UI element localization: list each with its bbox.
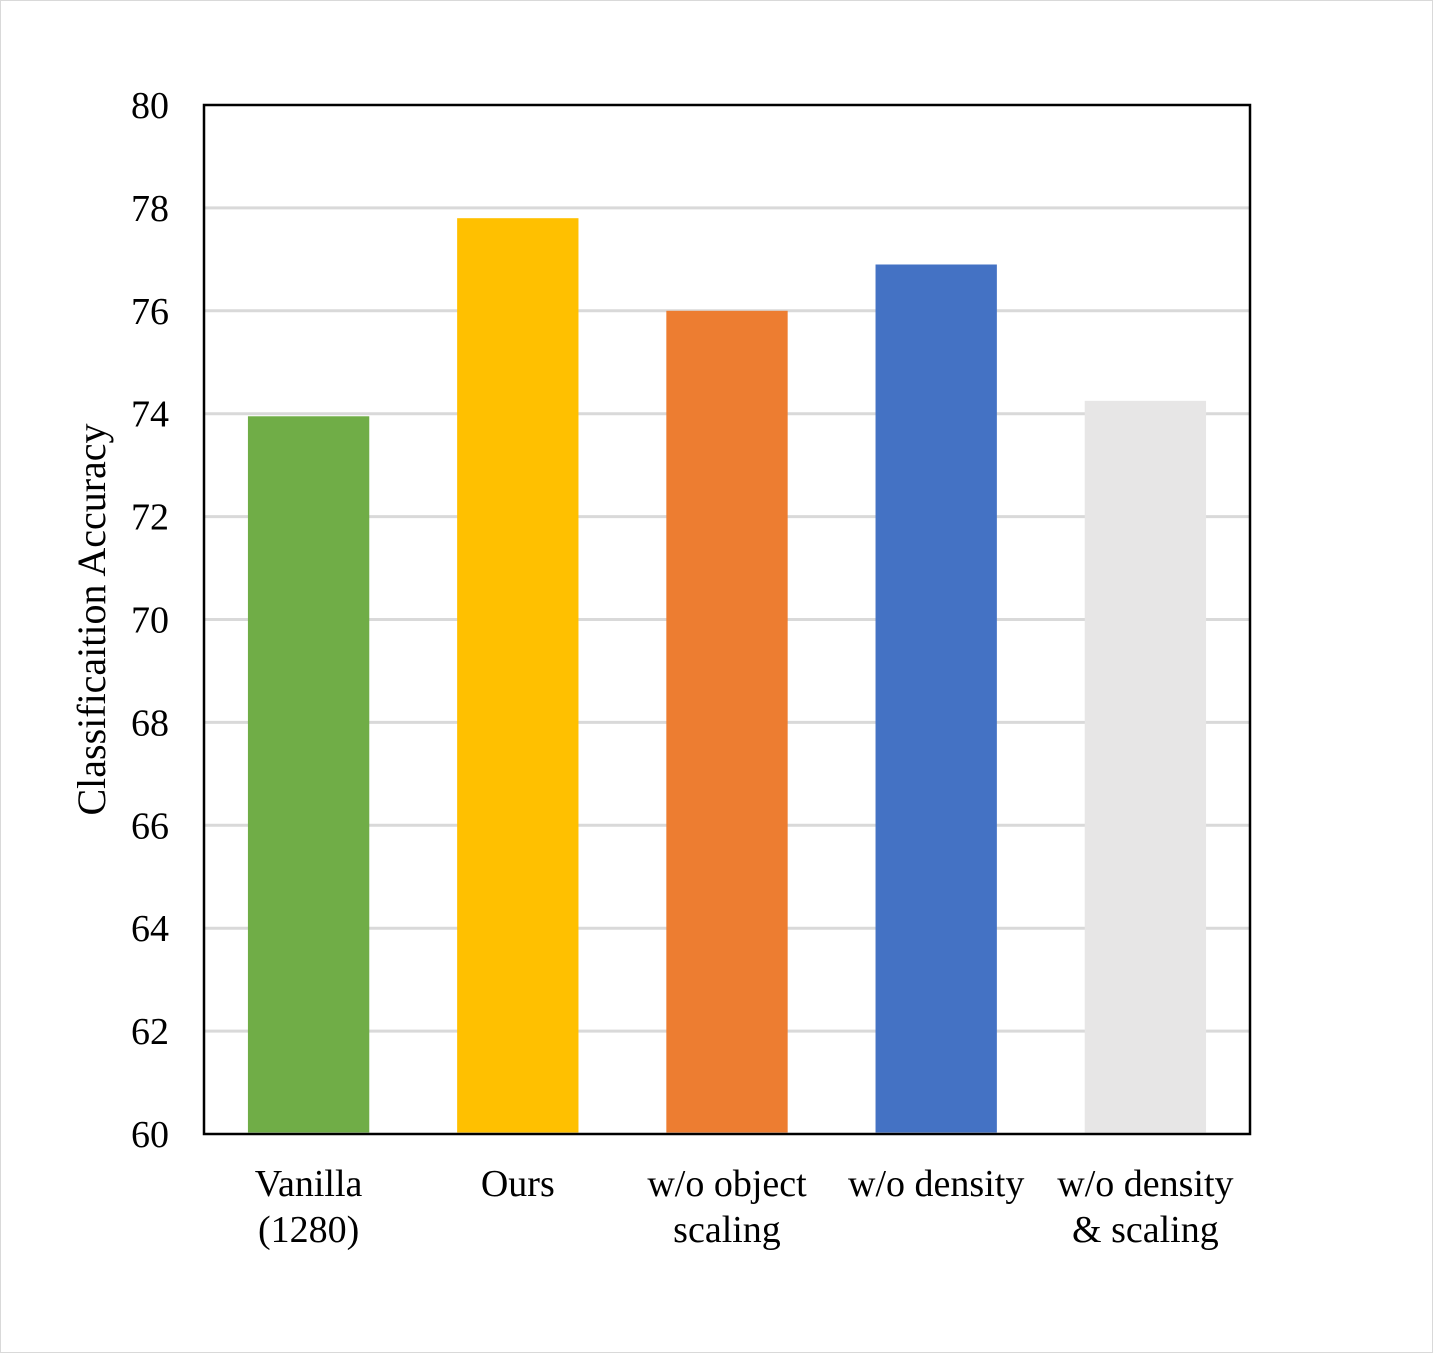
bar bbox=[457, 218, 579, 1133]
x-tick-label: Vanilla (1280) bbox=[255, 1163, 363, 1251]
y-tick-label: 68 bbox=[131, 702, 169, 744]
plot-area-border bbox=[202, 103, 1252, 1136]
y-tick-label: 60 bbox=[131, 1114, 169, 1156]
y-tick-label: 76 bbox=[131, 291, 169, 333]
y-tick-label: 66 bbox=[131, 805, 169, 847]
x-tick-label: w/o density bbox=[848, 1163, 1024, 1205]
y-tick-label: 74 bbox=[131, 394, 169, 436]
bar bbox=[247, 416, 370, 1133]
x-tick-label: w/o density & scaling bbox=[1057, 1163, 1233, 1251]
y-tick-label: 78 bbox=[131, 188, 169, 230]
bar bbox=[666, 310, 788, 1133]
x-tick-label: Ours bbox=[481, 1163, 555, 1205]
y-tick-label: 72 bbox=[131, 497, 169, 539]
bar bbox=[1084, 400, 1207, 1133]
x-tick-label: w/o object scaling bbox=[647, 1163, 807, 1251]
y-tick-label: 80 bbox=[131, 85, 169, 127]
y-tick-label: 70 bbox=[131, 600, 169, 642]
bar bbox=[875, 264, 997, 1133]
y-tick-label: 62 bbox=[131, 1011, 169, 1053]
bars bbox=[247, 218, 1207, 1133]
x-axis-labels: Vanilla (1280) Ours w/o object scaling w/o de… bbox=[255, 1163, 1234, 1251]
y-axis-label: Classificaition Accuracy bbox=[69, 423, 114, 815]
y-tick-label: 64 bbox=[131, 908, 169, 950]
y-axis-ticks: 60 62 64 66 68 70 72 74 76 78 80 bbox=[131, 85, 169, 1156]
